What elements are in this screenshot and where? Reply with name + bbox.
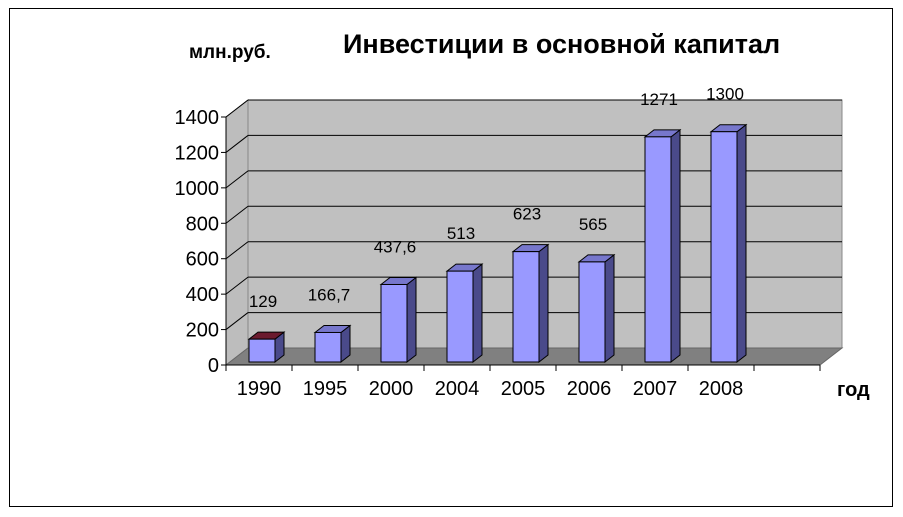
bar [511,243,550,364]
bars [247,123,748,364]
y-axis-label: млн.руб. [189,42,271,63]
x-tick-label: 2005 [501,378,546,400]
side-gridline [225,205,249,224]
x-axis-label: год [837,379,870,401]
x-tick-label: 2006 [567,378,612,400]
side-wall [225,98,249,367]
y-tick-label: 600 [186,249,219,271]
x-tick-label: 2000 [369,378,414,400]
side-gridline [225,99,249,118]
data-label: 1271 [640,90,678,109]
bar-front [248,338,276,363]
y-tick-label: 1400 [175,107,220,129]
data-labels: 129 166,7 437,6 513 623 565 1271 1300 [249,85,744,311]
bar-front [710,131,738,363]
bar-side [670,128,681,364]
bar-side [604,253,615,364]
side-gridline [225,135,249,153]
bar-front [380,283,408,363]
data-label: 1300 [706,85,744,104]
y-tick-label: 800 [186,213,219,235]
bar-side [406,276,417,364]
bar-front [512,251,540,363]
bar-side [736,123,747,364]
x-tick-label: 2007 [633,378,678,400]
data-label: 437,6 [374,237,417,256]
bar [445,263,484,364]
chart-title: Инвестиции в основной капитал [343,29,781,59]
bar-side [538,243,549,364]
bar-front [314,331,342,363]
data-label: 166,7 [308,285,351,304]
data-label: 565 [579,215,607,234]
side-gridline [225,312,249,330]
bar [709,123,748,364]
x-tick-label: 1990 [237,378,282,400]
data-label: 513 [447,224,475,243]
axes: 0 200 400 600 800 1000 1200 1400 1990 1995 2000 200… [175,107,821,400]
bar-front [446,270,474,363]
bar [643,128,682,364]
x-tick-label: 2008 [699,378,744,400]
bar-front [644,136,672,363]
bar [379,276,418,364]
bar-front [578,261,606,363]
y-tick-label: 1000 [175,178,220,200]
x-tick-label: 2004 [435,378,480,400]
data-label: 129 [249,292,277,311]
bar [577,253,616,364]
y-tick-label: 200 [186,320,219,342]
side-gridline [225,276,249,295]
y-tick-label: 1200 [175,142,220,164]
y-tick-label: 400 [186,284,219,306]
side-gridline [225,170,249,189]
data-label: 623 [513,205,541,224]
x-tick-label: 1995 [303,378,348,400]
bar [247,331,286,364]
bar [313,324,352,364]
y-tick-label: 0 [208,355,219,377]
side-gridline [225,241,249,260]
bar-side [472,263,483,364]
